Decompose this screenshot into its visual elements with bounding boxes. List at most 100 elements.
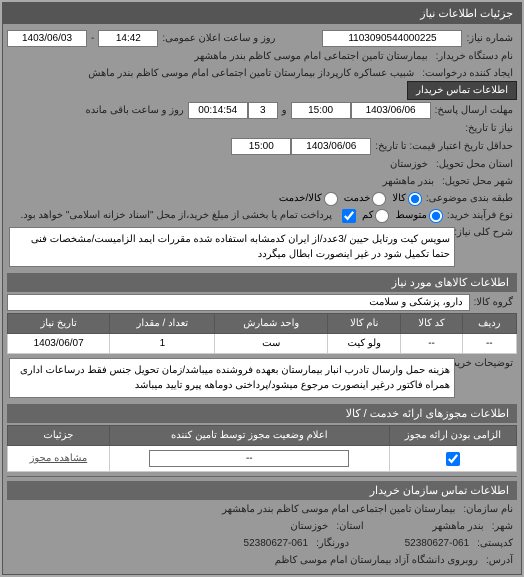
announce-label: روز و ساعت اعلان عمومی: xyxy=(158,31,279,46)
radio-goods[interactable]: کالا xyxy=(392,192,422,206)
price-validity-time: 15:00 xyxy=(231,138,291,155)
row-deadline: مهلت ارسال پاسخ: 1403/06/06 15:00 و 3 00… xyxy=(7,102,517,119)
row-price-validity: حداقل تاریخ اعتبار قیمت: تا تاریخ: 1403/… xyxy=(7,138,517,155)
col-unit: واحد شمارش xyxy=(215,314,328,334)
goods-group-value: دارو، پزشکی و سلامت xyxy=(7,294,470,311)
permits-header: اطلاعات مجوزهای ارائه خدمت / کالا xyxy=(7,404,517,423)
row-notes: توضیحات خریدار: هزینه حمل وارسال تادرب ا… xyxy=(7,356,517,400)
buyer-org-label: نام دستگاه خریدار: xyxy=(432,49,517,64)
col-row: ردیف xyxy=(462,314,516,334)
radio-service[interactable]: خدمت xyxy=(344,192,387,206)
row-city: شهر محل تحویل: بندر ماهشهر xyxy=(7,174,517,189)
notes-text: هزینه حمل وارسال تادرب انبار بیمارستان ب… xyxy=(9,358,455,398)
contact-phone-label: دورنگار: xyxy=(312,536,353,551)
contact-phone-value: 52380627-061 xyxy=(240,536,313,551)
view-permit-link[interactable]: مشاهده مجوز xyxy=(30,453,88,464)
permits-details-cell: مشاهده مجوز xyxy=(8,446,110,472)
row-province: استان محل تحویل: خوزستان xyxy=(7,157,517,172)
price-validity-date: 1403/06/06 xyxy=(291,138,371,155)
permits-table: الزامی بودن ارائه مجوز اعلام وضعیت مجوز … xyxy=(7,425,517,472)
city-label: شهر محل تحویل: xyxy=(438,174,517,189)
cell-name: ولو کیت xyxy=(328,334,401,354)
contact-org-value: بیمارستان تامین اجتماعی امام موسی کاظم ب… xyxy=(218,502,459,517)
row-goods-group: گروه کالا: دارو، پزشکی و سلامت xyxy=(7,294,517,311)
deadline-time: 15:00 xyxy=(291,102,351,119)
main-desc-text: سویس کیت ورتایل حیین /3عدد/از ایران کدمش… xyxy=(9,227,455,267)
permits-required-cell xyxy=(389,446,516,472)
city-value: بندر ماهشهر xyxy=(379,174,438,189)
contact-address-label: آدرس: xyxy=(482,553,517,568)
col-name: نام کالا xyxy=(328,314,401,334)
radio-medium[interactable]: متوسط xyxy=(395,209,442,223)
radio-small[interactable]: کم xyxy=(362,209,389,223)
process-type-radios: متوسط کم پرداخت تمام یا بخشی از مبلغ خری… xyxy=(16,208,442,223)
need-number-label: شماره نیاز: xyxy=(462,31,517,46)
contact-city-value: بندر ماهشهر xyxy=(368,519,488,534)
main-panel: جزئیات اطلاعات نیاز شماره نیاز: 11030905… xyxy=(2,2,522,575)
contact-province-label: استان: xyxy=(332,519,367,534)
row-from-to: نیاز تا تاریخ: xyxy=(7,121,517,136)
contact-org-label: نام سازمان: xyxy=(459,502,517,517)
contact-province-value: خوزستان xyxy=(286,519,332,534)
treasury-checkbox[interactable] xyxy=(342,209,356,223)
contact-org-row: نام سازمان: بیمارستان تامین اجتماعی امام… xyxy=(7,502,517,517)
deadline-sep: و xyxy=(278,103,291,118)
row-creator: ایجاد کننده درخواست: شبیب عساکره کارپردا… xyxy=(7,66,517,100)
row-need-number: شماره نیاز: 1103090544000225 روز و ساعت … xyxy=(7,30,517,47)
process-type-label: نوع فرآیند خرید: xyxy=(443,208,517,223)
deadline-date: 1403/06/06 xyxy=(351,102,431,119)
row-buyer-org: نام دستگاه خریدار: بیمارستان تامین اجتما… xyxy=(7,49,517,64)
main-desc-label: شرح کلی نیاز: xyxy=(457,225,517,240)
goods-table: ردیف کد کالا نام کالا واحد شمارش تعداد /… xyxy=(7,313,517,354)
permits-col-details: جزئیات xyxy=(8,426,110,446)
contact-zip-value: 52380627-061 xyxy=(353,536,473,551)
contact-city-label: شهر: xyxy=(488,519,517,534)
permits-col-required: الزامی بودن ارائه مجوز xyxy=(389,426,516,446)
panel-body: شماره نیاز: 1103090544000225 روز و ساعت … xyxy=(3,24,521,574)
contact-buyer-button[interactable]: اطلاعات تماس خریدار xyxy=(407,81,517,100)
row-main-desc: شرح کلی نیاز: سویس کیت ورتایل حیین /3عدد… xyxy=(7,225,517,269)
divider xyxy=(7,476,517,477)
col-code: کد کالا xyxy=(401,314,462,334)
price-validity-label: حداقل تاریخ اعتبار قیمت: تا تاریخ: xyxy=(371,139,517,154)
from-to-label: نیاز تا تاریخ: xyxy=(461,121,517,136)
permits-row: -- مشاهده مجوز xyxy=(8,446,517,472)
creator-value: شبیب عساکره کارپرداز بیمارستان تامین اجت… xyxy=(7,66,418,81)
announce-time: 14:42 xyxy=(98,30,158,47)
cell-row: -- xyxy=(462,334,516,354)
buyer-org-value: بیمارستان تامین اجتماعی امام موسی کاظم ب… xyxy=(190,49,431,64)
creator-label: ایجاد کننده درخواست: xyxy=(418,66,517,81)
cell-code: -- xyxy=(401,334,462,354)
permit-status-value: -- xyxy=(149,450,349,467)
contact-address-row: آدرس: روبروی دانشگاه آزاد بیمارستان امام… xyxy=(7,553,517,568)
contact-zip-label: کدپستی: xyxy=(473,536,517,551)
province-value: خوزستان xyxy=(282,157,432,172)
item-type-radios: کالا خدمت کالا/خدمت xyxy=(279,192,422,206)
treasury-note: پرداخت تمام یا بخشی از مبلغ خرید،از محل … xyxy=(16,208,336,223)
contact-zip-row: کدپستی: 52380627-061 دورنگار: 52380627-0… xyxy=(7,536,517,551)
contact-header: اطلاعات تماس سازمان خریدار xyxy=(7,481,517,500)
goods-section-header: اطلاعات کالاهای مورد نیاز xyxy=(7,273,517,292)
remaining-label: روز و ساعت باقی مانده xyxy=(81,103,187,118)
contact-city-row: شهر: بندر ماهشهر استان: خوزستان xyxy=(7,519,517,534)
radio-both[interactable]: کالا/خدمت xyxy=(279,192,338,206)
permits-status-cell: -- xyxy=(109,446,389,472)
col-date: تاریخ نیاز xyxy=(8,314,110,334)
contact-address-value: روبروی دانشگاه آزاد بیمارستان امام موسی … xyxy=(271,553,482,568)
province-label: استان محل تحویل: xyxy=(432,157,517,172)
panel-title: جزئیات اطلاعات نیاز xyxy=(3,3,521,24)
permit-required-checkbox[interactable] xyxy=(446,452,460,466)
cell-unit: ست xyxy=(215,334,328,354)
notes-label: توضیحات خریدار: xyxy=(457,356,517,371)
row-item-type: طبقه بندی موضوعی: کالا خدمت کالا/خدمت xyxy=(7,191,517,206)
goods-table-row[interactable]: -- -- ولو کیت ست 1 1403/06/07 xyxy=(8,334,517,354)
remaining-days: 3 xyxy=(248,102,278,119)
announce-date: 1403/06/03 xyxy=(7,30,87,47)
permits-col-status: اعلام وضعیت مجوز توسط تامین کننده xyxy=(109,426,389,446)
row-process-type: نوع فرآیند خرید: متوسط کم پرداخت تمام یا… xyxy=(7,208,517,223)
goods-table-header-row: ردیف کد کالا نام کالا واحد شمارش تعداد /… xyxy=(8,314,517,334)
goods-group-label: گروه کالا: xyxy=(470,295,517,310)
col-qty: تعداد / مقدار xyxy=(110,314,215,334)
item-type-label: طبقه بندی موضوعی: xyxy=(422,191,517,206)
need-number-value: 1103090544000225 xyxy=(322,30,462,47)
